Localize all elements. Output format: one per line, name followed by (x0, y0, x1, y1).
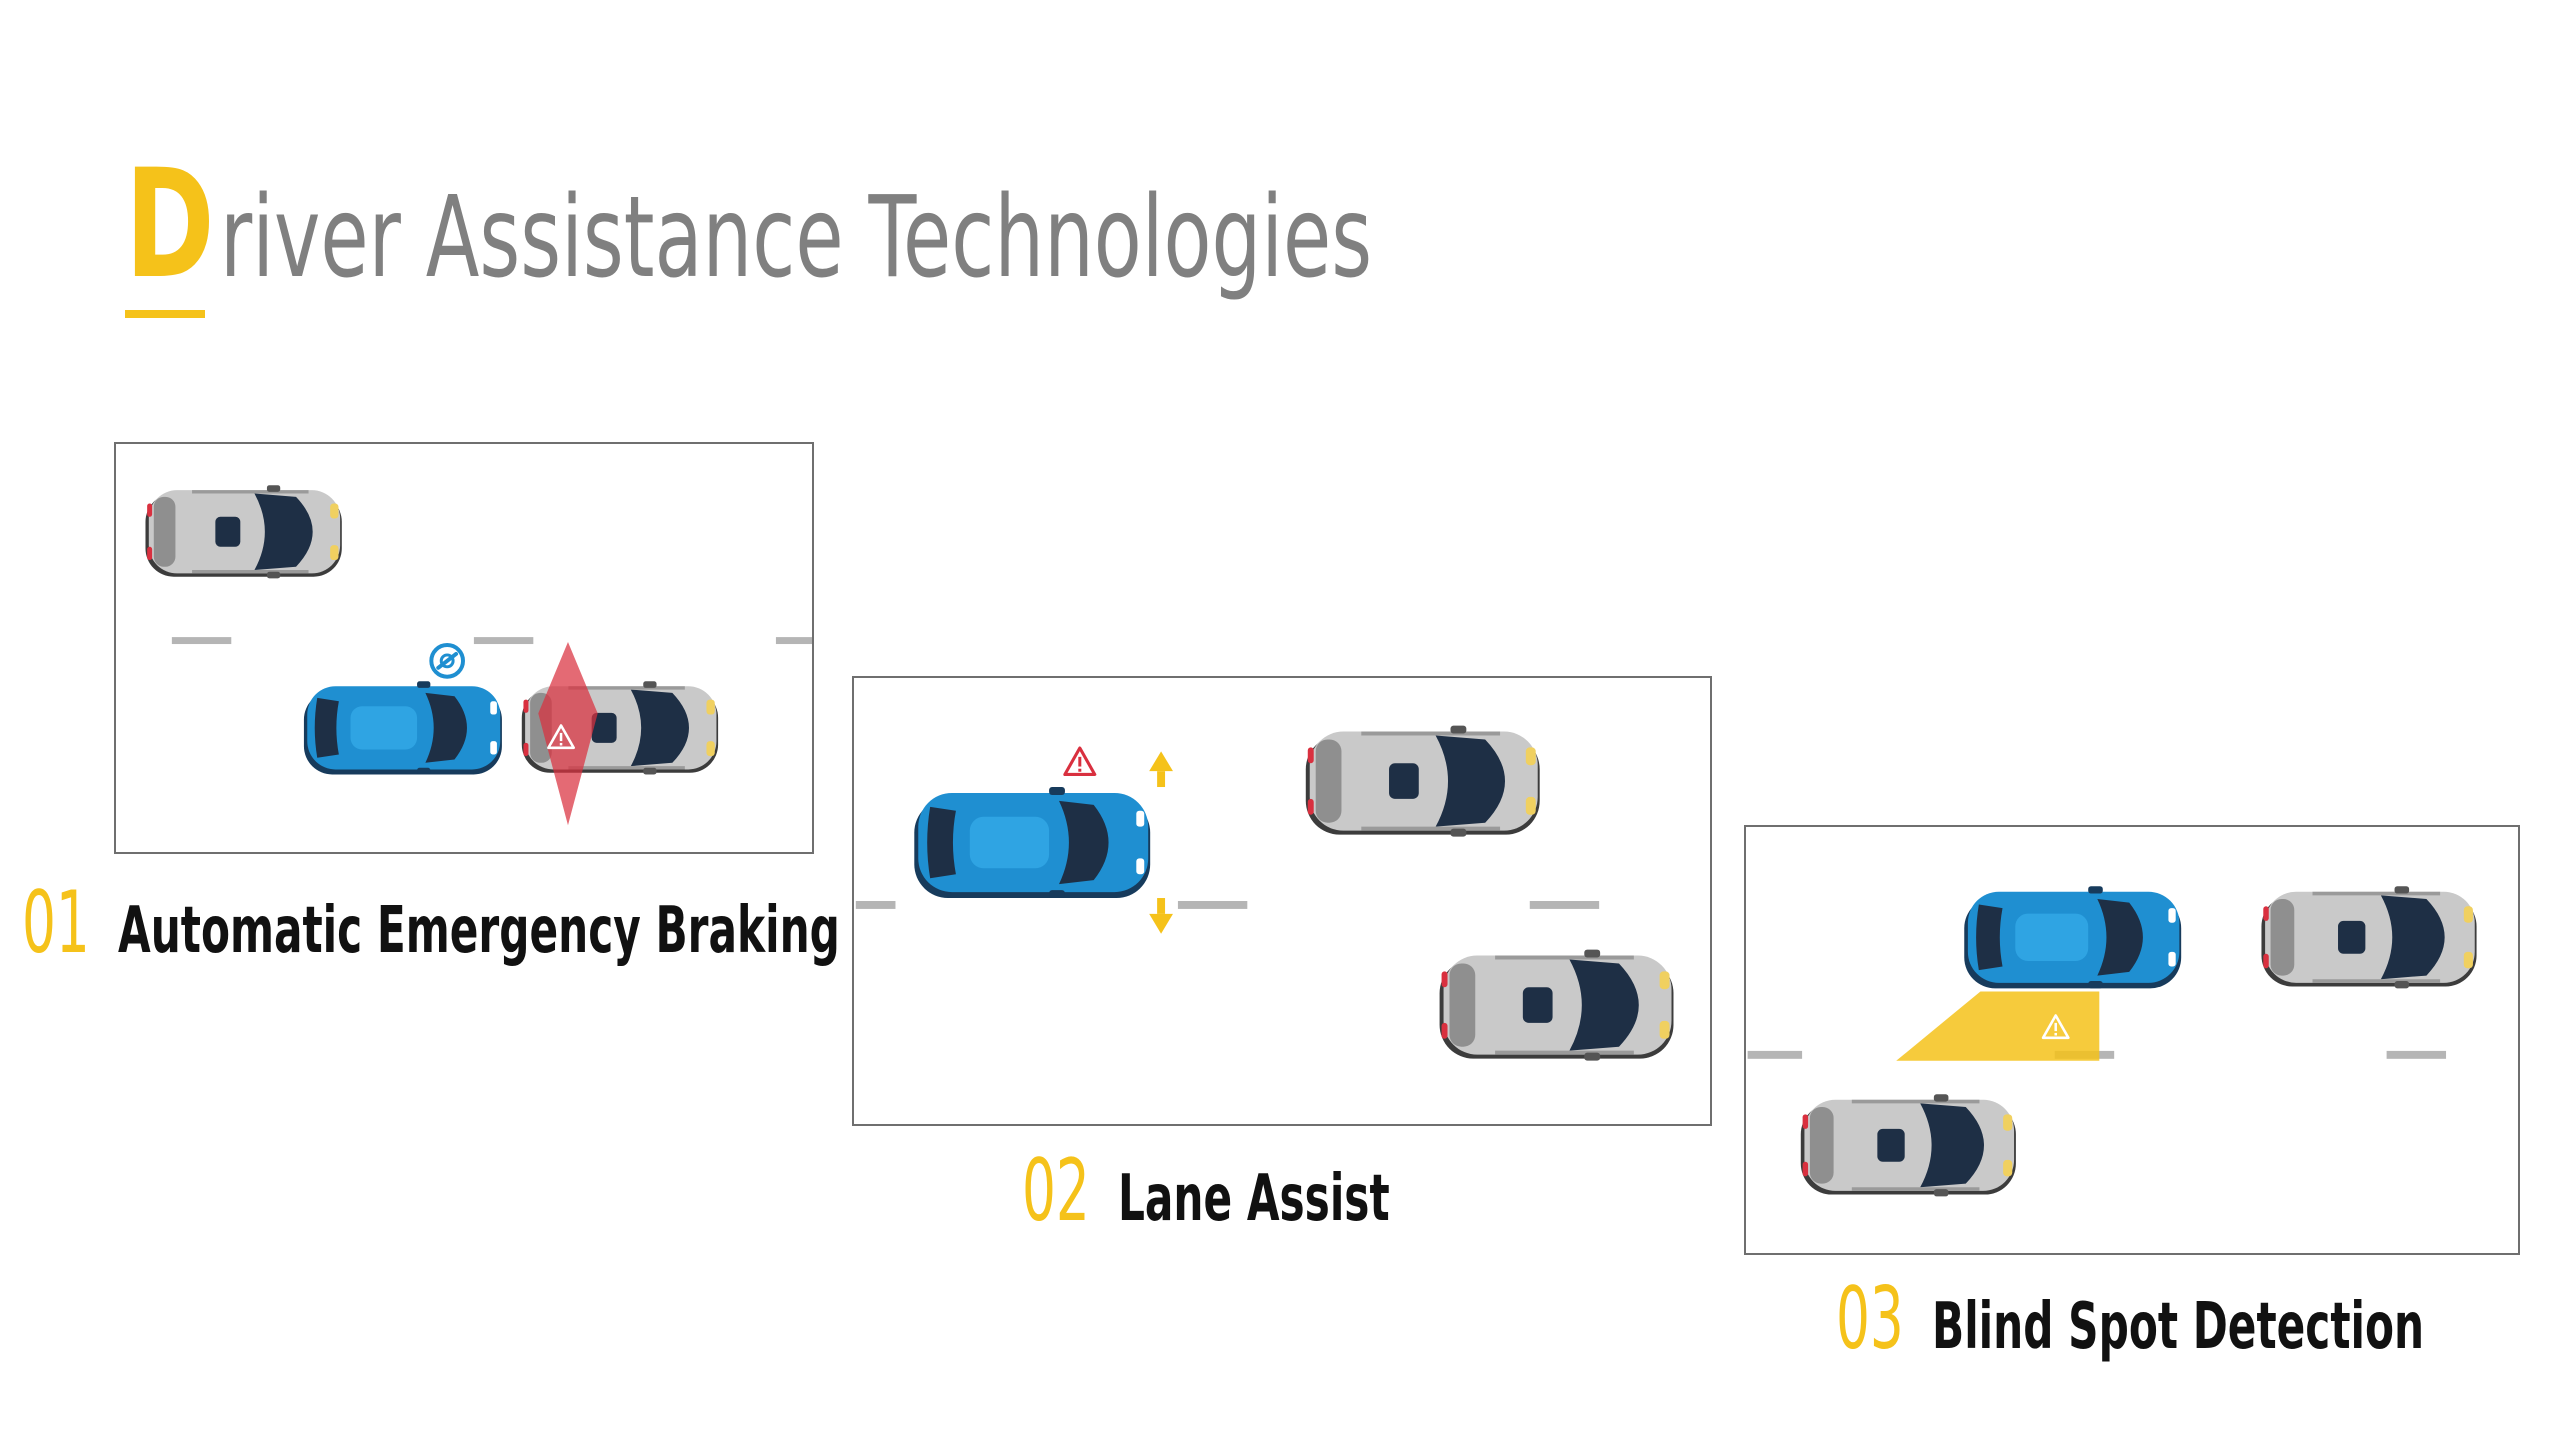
feature-label: Lane Assist (1117, 1162, 1390, 1236)
title-text: river Assistance Technologies (219, 173, 1372, 303)
lane-assist-scene (855, 678, 1710, 1124)
parked-car-icon (143, 483, 344, 581)
feature-number: 02 (1022, 1141, 1090, 1241)
feature-label: Blind Spot Detection (1931, 1290, 2424, 1364)
ego-car-icon (303, 681, 502, 775)
blind-spot-vehicle-icon (1798, 1092, 2018, 1199)
feature-caption-2: 02 Lane Assist (1022, 1148, 1529, 1234)
lane-correction-arrows (1149, 751, 1173, 934)
collision-zone (538, 642, 598, 826)
lane-mark (473, 637, 534, 645)
feature-label: Automatic Emergency Braking (117, 894, 840, 968)
vehicle-icon (2259, 884, 2479, 991)
lane-mark (171, 637, 232, 645)
vehicle-icon (1440, 950, 1674, 1061)
vehicle-icon (1306, 726, 1540, 837)
feature-number: 01 (22, 873, 90, 973)
ego-car-icon (1964, 886, 2182, 989)
illustration-blind-spot (1744, 825, 2520, 1255)
illustration-lane-assist (852, 676, 1712, 1126)
lane-mark (1177, 901, 1248, 909)
brake-icon (429, 643, 465, 679)
emergency-braking-scene (143, 483, 812, 826)
feature-number: 03 (1836, 1269, 1904, 1369)
feature-caption-1: 01 Automatic Emergency Braking (22, 880, 1212, 966)
ego-car-icon (914, 787, 1151, 899)
lane-mark (2386, 1050, 2447, 1059)
illustration-emergency-braking (114, 442, 814, 854)
title-underline (125, 310, 205, 318)
feature-caption-3: 03 Blind Spot Detection (1836, 1276, 2560, 1362)
warning-icon (1063, 746, 1097, 777)
lane-mark (775, 637, 812, 645)
lane-mark (1529, 901, 1600, 909)
title-initial: D (125, 138, 215, 312)
lane-mark (1747, 1050, 1803, 1059)
blind-spot-zone (1896, 991, 2100, 1061)
blind-spot-scene (1747, 884, 2479, 1199)
lane-mark (855, 901, 896, 909)
page-title: Driver Assistance Technologies (125, 150, 1865, 300)
